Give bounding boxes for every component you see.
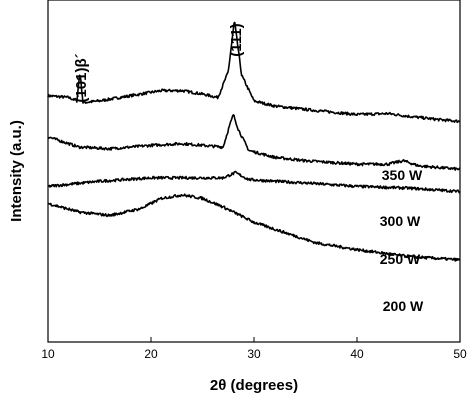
series-label-300w: 300 W — [380, 213, 421, 229]
series-line-350w — [47, 21, 461, 124]
series-label-250w: 250 W — [380, 251, 421, 267]
peak-label-111: (111) — [228, 23, 245, 56]
series-traces — [47, 21, 461, 262]
x-tick-label: 30 — [247, 347, 261, 361]
x-tick-label: 20 — [144, 347, 158, 361]
x-axis-label: 2θ (degrees) — [210, 377, 298, 394]
x-tick-label: 10 — [41, 347, 55, 361]
x-axis-ticks: 10 20 30 40 50 — [41, 337, 467, 361]
series-label-200w: 200 W — [383, 298, 424, 314]
x-tick-label: 50 — [453, 347, 467, 361]
series-line-200w — [47, 193, 461, 262]
y-axis-label: Intensity (a.u.) — [8, 120, 25, 222]
peak-label-101-beta: (101)β´ — [73, 53, 90, 102]
series-line-300w — [47, 114, 461, 171]
series-label-350w: 350 W — [382, 167, 423, 183]
x-tick-label: 40 — [350, 347, 364, 361]
series-line-250w — [47, 170, 461, 194]
